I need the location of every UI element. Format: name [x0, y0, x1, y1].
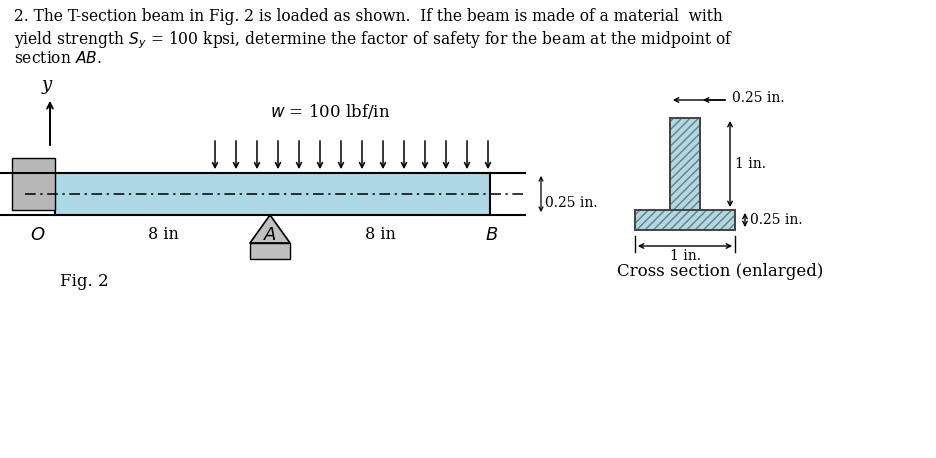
- Text: $O$: $O$: [30, 226, 46, 244]
- Text: Cross section (enlarged): Cross section (enlarged): [617, 263, 823, 280]
- Text: $A$: $A$: [263, 226, 277, 244]
- Bar: [12, 158, 55, 210]
- Text: 1 in.: 1 in.: [669, 249, 700, 263]
- Text: 0.25 in.: 0.25 in.: [750, 213, 803, 227]
- Text: 8 in: 8 in: [364, 226, 395, 243]
- Bar: [250, 243, 290, 259]
- Bar: [670, 118, 700, 210]
- Text: $B$: $B$: [486, 226, 499, 244]
- Text: y: y: [42, 76, 52, 94]
- Text: Fig. 2: Fig. 2: [60, 273, 109, 290]
- Text: 8 in: 8 in: [148, 226, 179, 243]
- Bar: [635, 210, 735, 230]
- Bar: [670, 118, 700, 210]
- Text: section $AB$.: section $AB$.: [14, 50, 102, 67]
- Bar: [670, 118, 700, 210]
- Bar: [635, 210, 735, 230]
- Text: 0.25 in.: 0.25 in.: [545, 196, 597, 210]
- Text: 2. The T-section beam in Fig. 2 is loaded as shown.  If the beam is made of a ma: 2. The T-section beam in Fig. 2 is loade…: [14, 8, 723, 25]
- Text: 1 in.: 1 in.: [735, 157, 766, 171]
- Bar: [55, 173, 490, 215]
- Polygon shape: [250, 215, 290, 243]
- Text: 0.25 in.: 0.25 in.: [732, 91, 784, 105]
- Text: yield strength $S_y$ = 100 kpsi, determine the factor of safety for the beam at : yield strength $S_y$ = 100 kpsi, determi…: [14, 29, 734, 50]
- Text: $w$ = 100 lbf/in: $w$ = 100 lbf/in: [270, 102, 390, 121]
- Bar: [635, 210, 735, 230]
